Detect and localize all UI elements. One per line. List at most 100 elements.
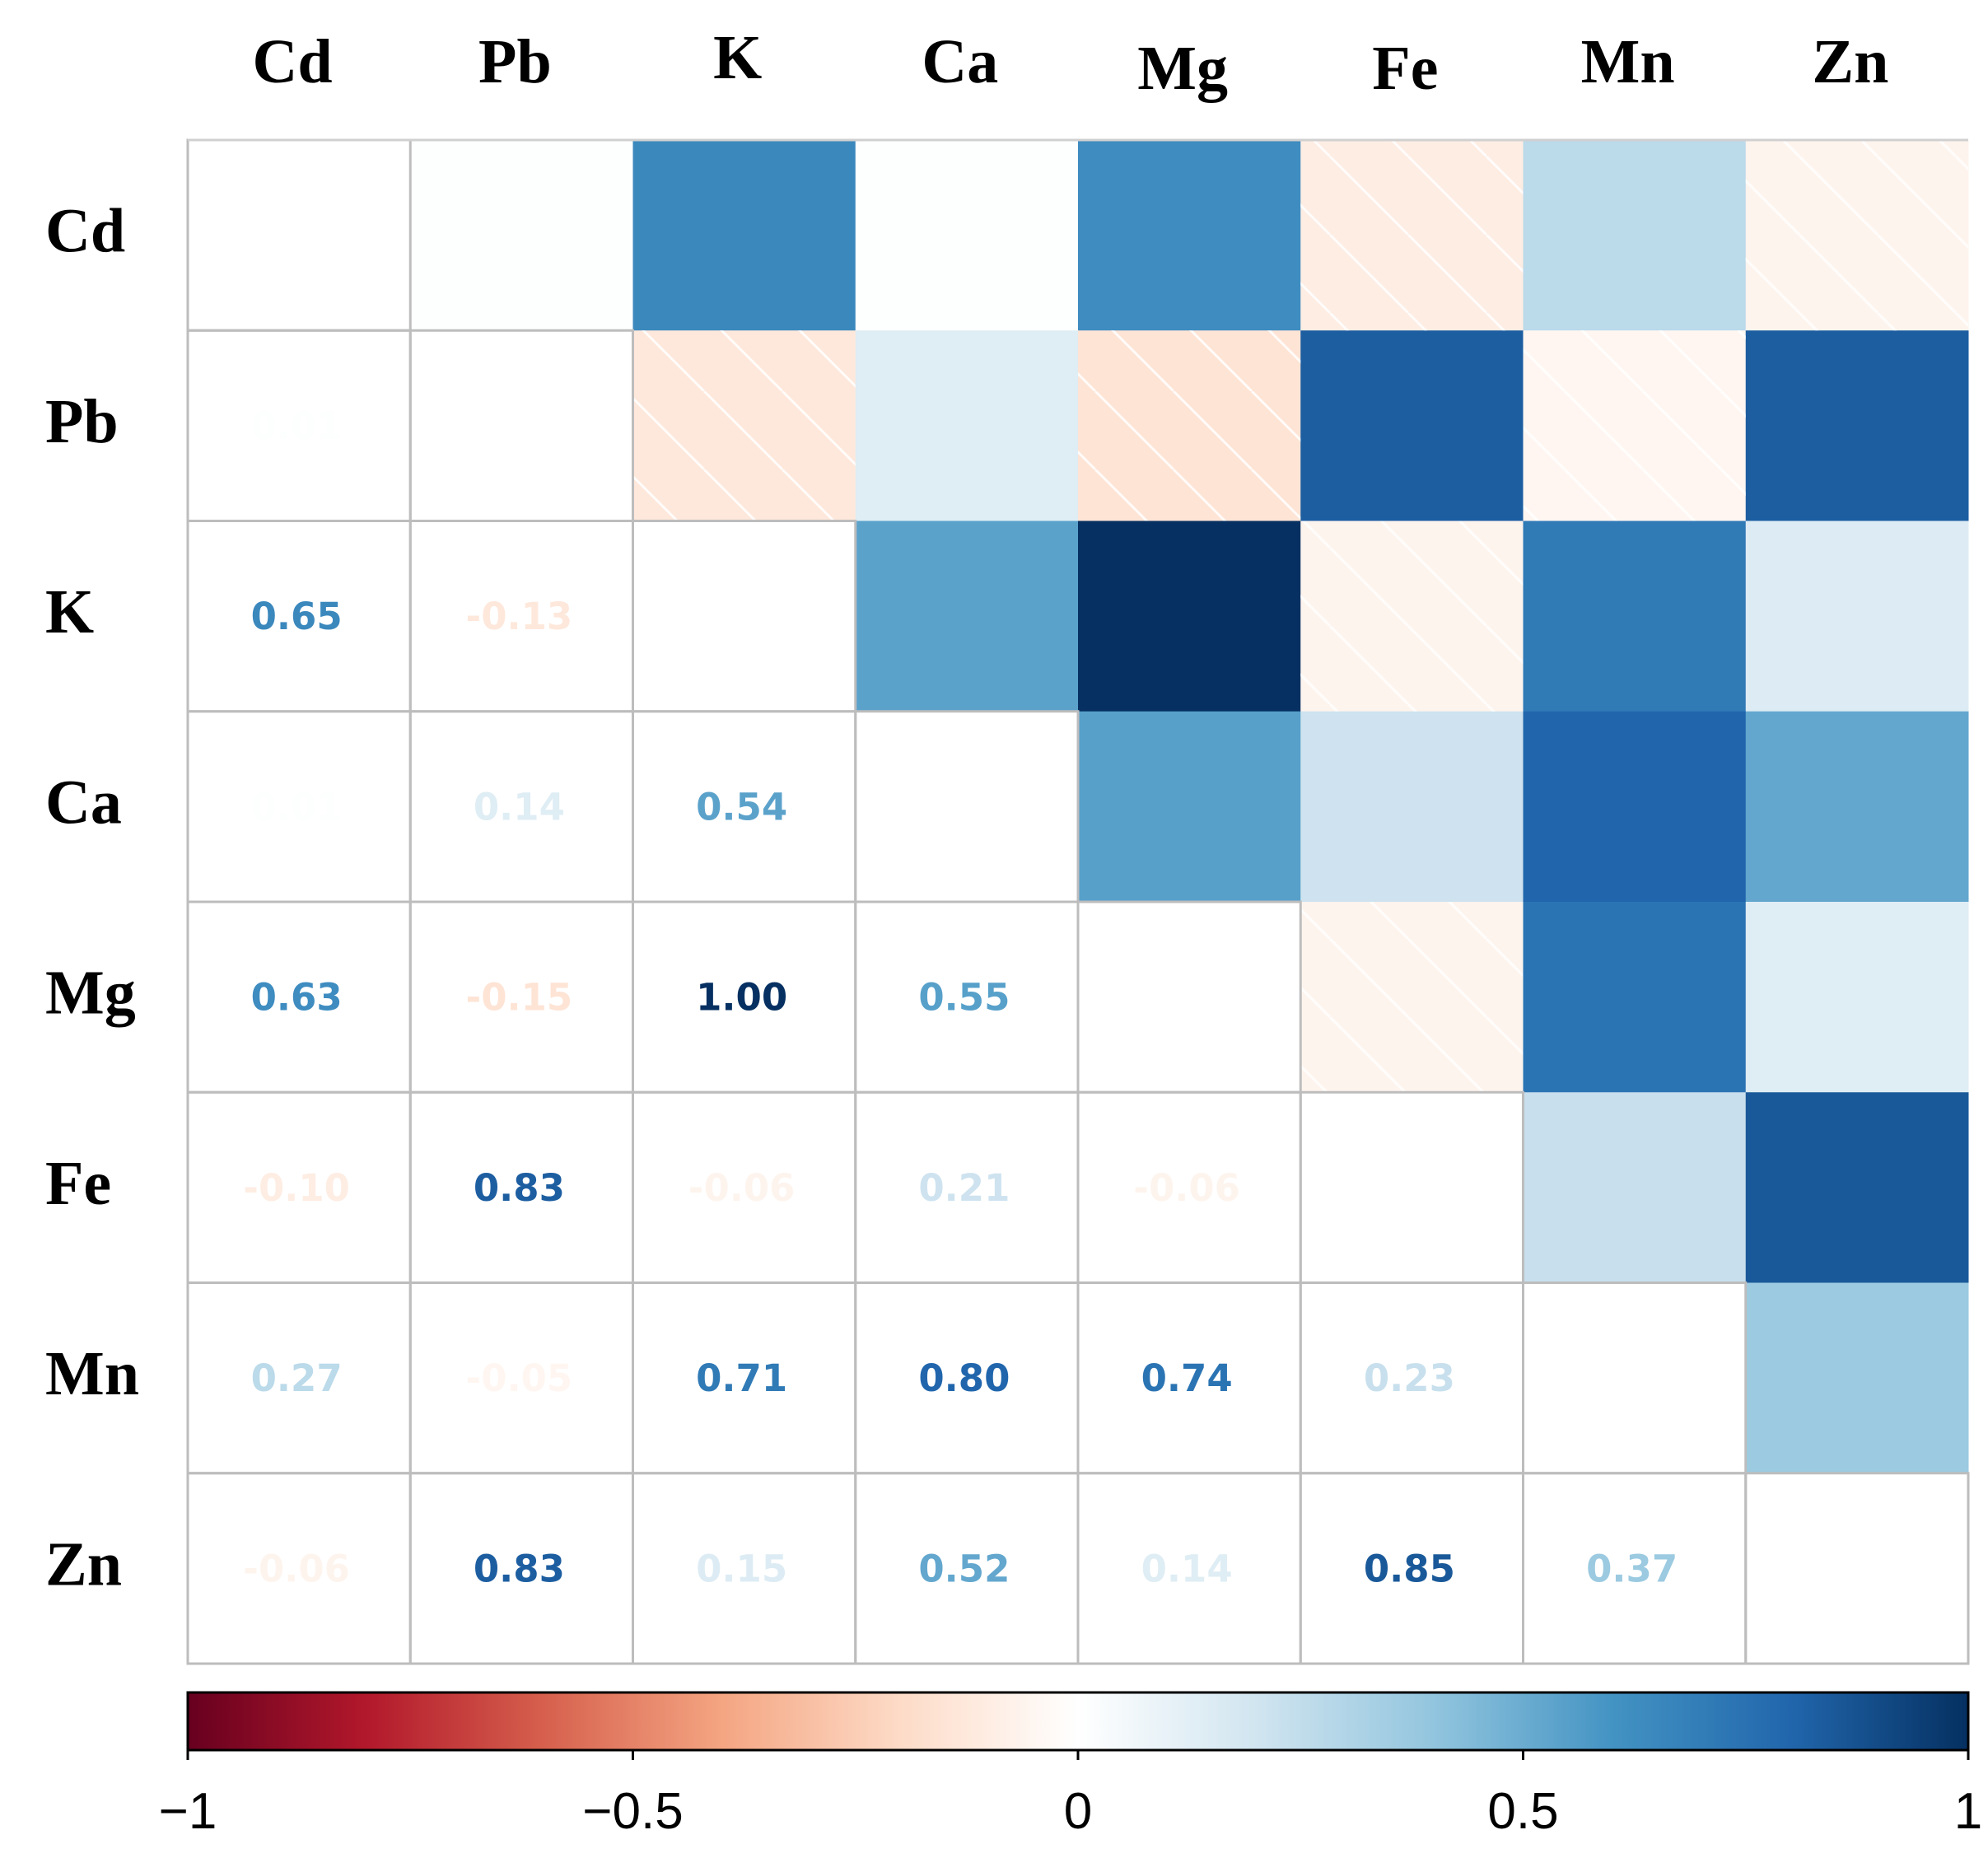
cell-K-Mg	[1078, 521, 1301, 712]
value-Ca-K: 0.54	[696, 785, 787, 829]
col-label-K: K	[713, 23, 762, 92]
cell-Cd-K	[632, 140, 856, 331]
cell-Mg-K	[632, 902, 856, 1093]
cell-Cd-Ca	[855, 140, 1079, 331]
cell-Pb-Pb	[410, 330, 633, 521]
value-Ca-Pb: 0.14	[474, 785, 565, 829]
hatch-Cd-Fe	[1300, 140, 1524, 331]
col-label-Mn: Mn	[1581, 27, 1675, 96]
col-label-Zn: Zn	[1812, 27, 1888, 96]
value-K-Pb: -0.13	[466, 595, 573, 638]
value-Zn-Ca: 0.52	[918, 1547, 1010, 1590]
value-Mg-Cd: 0.63	[251, 976, 343, 1020]
cell-Mn-K	[632, 1282, 856, 1473]
cell-Zn-Mn	[1523, 1473, 1746, 1664]
value-Zn-Mg: 0.14	[1141, 1547, 1233, 1590]
row-label-Pb: Pb	[45, 387, 119, 456]
cell-Pb-Ca	[855, 330, 1079, 521]
matrix-grid	[186, 138, 1970, 1665]
correlation-values: 0.01 0.65 -0.13 0.01 0.14 0.54 0.63 -0.15 1.00 0.…	[243, 404, 1678, 1591]
colorbar-tick-label: 1	[1954, 1783, 1982, 1840]
cell-Mg-Cd	[188, 902, 411, 1093]
cell-Mn-Cd	[188, 1282, 411, 1473]
cell-K-Zn	[1745, 521, 1969, 712]
hatch-Pb-K	[632, 330, 856, 521]
value-Mn-Mg: 0.74	[1141, 1356, 1233, 1400]
colorbar-tick-label: 0.5	[1487, 1783, 1558, 1840]
cell-Mn-Zn	[1745, 1282, 1969, 1474]
colorbar-tick-label: 0	[1064, 1783, 1092, 1840]
value-Mg-Pb: -0.15	[466, 976, 573, 1020]
hatch-Cd-Zn	[1745, 140, 1968, 331]
row-label-K: K	[45, 577, 94, 647]
row-label-Mn: Mn	[45, 1339, 139, 1408]
cell-Fe-Pb	[410, 1092, 633, 1283]
cell-Ca-Mg	[1078, 711, 1301, 903]
value-Fe-Ca: 0.21	[918, 1166, 1010, 1210]
cell-Mg-Pb	[410, 902, 633, 1093]
cell-Fe-Cd	[188, 1092, 411, 1283]
value-Mn-Ca: 0.80	[918, 1356, 1010, 1400]
negative-hatching	[632, 140, 1968, 1093]
row-labels: Cd Pb K Ca Mg Fe Mn Zn	[45, 197, 139, 1599]
col-label-Cd: Cd	[253, 27, 333, 96]
cell-Fe-K	[632, 1092, 856, 1283]
cell-Mg-Mg	[1078, 902, 1301, 1093]
cell-Mn-Ca	[855, 1282, 1078, 1473]
colorbar-tick-label: −0.5	[582, 1783, 683, 1840]
cell-Zn-K	[632, 1473, 856, 1664]
value-Zn-Cd: -0.06	[243, 1547, 350, 1590]
col-label-Mg: Mg	[1137, 34, 1228, 103]
cell-Ca-Ca	[855, 711, 1078, 902]
value-Mn-Pb: -0.05	[466, 1356, 573, 1400]
value-Pb-Cd: 0.01	[251, 404, 343, 448]
value-Zn-Pb: 0.83	[474, 1547, 565, 1590]
row-label-Zn: Zn	[45, 1529, 122, 1599]
row-label-Cd: Cd	[45, 197, 125, 266]
value-Zn-Mn: 0.37	[1586, 1547, 1678, 1590]
col-label-Pb: Pb	[478, 27, 552, 96]
value-Mg-K: 1.00	[696, 976, 787, 1020]
hatch-K-Fe	[1300, 521, 1524, 712]
value-Ca-Cd: 0.01	[251, 785, 343, 829]
cell-Cd-Mn	[1523, 140, 1747, 331]
cell-Mn-Mg	[1078, 1282, 1301, 1473]
cell-K-Ca	[855, 521, 1079, 712]
value-Mg-Ca: 0.55	[918, 976, 1010, 1020]
grid-cell	[1744, 1472, 1970, 1665]
value-K-Cd: 0.65	[251, 595, 343, 638]
cell-Ca-Fe	[1300, 711, 1524, 903]
value-Fe-Mg: -0.06	[1133, 1166, 1240, 1210]
cell-K-Pb	[410, 521, 633, 712]
row-label-Mg: Mg	[45, 959, 136, 1028]
cell-Pb-Cd	[188, 330, 411, 521]
cell-Mn-Mn	[1523, 1282, 1746, 1473]
hatch-Mg-Fe	[1300, 902, 1524, 1093]
cell-Mn-Pb	[410, 1282, 633, 1473]
cell-Zn-Ca	[855, 1473, 1078, 1664]
col-label-Fe: Fe	[1372, 34, 1438, 103]
cell-Zn-Pb	[410, 1473, 633, 1664]
row-label-Fe: Fe	[45, 1149, 111, 1218]
value-Mn-Fe: 0.23	[1364, 1356, 1455, 1400]
cell-Mg-Zn	[1745, 902, 1969, 1093]
value-Mn-K: 0.71	[696, 1356, 787, 1400]
cell-Cd-Pb	[410, 140, 633, 331]
cell-Cd-Mg	[1078, 140, 1301, 331]
value-Fe-K: -0.06	[688, 1166, 796, 1210]
hatch-Pb-Mn	[1523, 330, 1746, 521]
cell-Pb-Zn	[1745, 330, 1969, 521]
cell-K-Cd	[188, 521, 411, 712]
cell-Cd-Cd	[188, 140, 411, 331]
value-Zn-K: 0.15	[696, 1547, 787, 1590]
value-Fe-Pb: 0.83	[474, 1166, 565, 1210]
cell-Zn-Zn	[1745, 1473, 1968, 1664]
colorbar: −1 −0.5 0 0.5 1	[159, 1691, 1982, 1840]
lower-triangle-cells	[188, 140, 1968, 1664]
cell-K-Mn	[1523, 521, 1747, 712]
cell-Zn-Fe	[1300, 1473, 1524, 1664]
cell-Mg-Ca	[855, 902, 1078, 1093]
cell-Zn-Cd	[188, 1473, 411, 1664]
cell-Ca-Pb	[410, 711, 633, 902]
